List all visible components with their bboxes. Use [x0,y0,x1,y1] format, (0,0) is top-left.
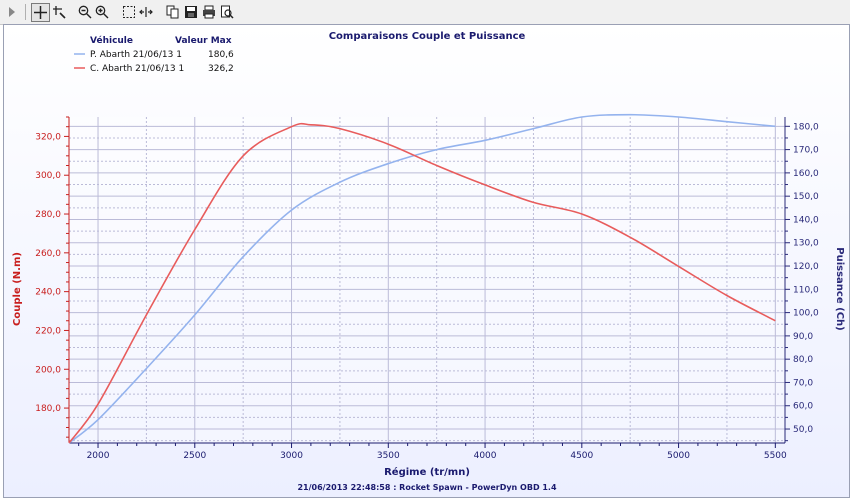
x-axis-label: Régime (tr/mn) [384,466,470,478]
y-right-tick-label: 150,0 [793,192,819,202]
y-right-tick-label: 80,0 [793,355,813,365]
print-preview-icon[interactable] [218,3,235,20]
y-right-tick-label: 140,0 [793,215,819,225]
y-left-tick-label: 320,0 [35,132,61,142]
pan-icon[interactable] [50,3,67,20]
y-left-tick-label: 240,0 [35,288,61,298]
y-left-tick-label: 280,0 [35,210,61,220]
play-arrow-icon[interactable] [3,3,20,20]
y-right-tick-label: 120,0 [793,262,819,272]
chart-title: Comparaisons Couple et Puissance [329,31,526,42]
y-left-tick-label: 260,0 [35,249,61,259]
select-box-icon[interactable] [120,3,137,20]
zoom-in-icon[interactable] [93,3,110,20]
plot-area [69,117,785,443]
x-tick-label: 2000 [87,451,110,461]
y-right-tick-label: 90,0 [793,332,813,342]
x-tick-label: 5000 [667,451,690,461]
crosshair-icon[interactable] [31,3,50,22]
x-tick-label: 5500 [764,451,787,461]
chart-panel: Comparaisons Couple et Puissance Véhicul… [3,24,850,498]
axes: 2000 2500 3000 3500 4000 4500 5000 5500 180,0 200… [35,116,819,461]
y-right-tick-label: 130,0 [793,239,819,249]
legend: Véhicule Valeur Max P. Abarth 21/06/13 1… [74,35,234,74]
y-right-tick-label: 60,0 [793,402,813,412]
y-axis-right-label: Puissance (Ch) [834,247,845,330]
x-tick-label: 4500 [570,451,593,461]
series [68,113,776,444]
y-right-tick-label: 180,0 [793,122,819,132]
x-tick-label: 3000 [280,451,303,461]
legend-max-torque: 326,2 [208,64,234,74]
y-right-tick-label: 160,0 [793,169,819,179]
legend-label-power: P. Abarth 21/06/13 1 [90,50,182,60]
y-right-tick-label: 110,0 [793,285,819,295]
y-axis-left-label: Couple (N.m) [12,252,23,326]
chart-footer: 21/06/2013 22:48:58 : Rocket Spawn - Pow… [297,483,557,492]
grid [69,117,785,443]
chart-background [4,25,849,497]
toolbar-separator [25,4,26,20]
y-left-tick-label: 300,0 [35,171,61,181]
x-tick-label: 2500 [183,451,206,461]
y-right-tick-label: 100,0 [793,309,819,319]
fit-width-icon[interactable] [137,3,154,20]
power-series-line [68,113,776,444]
x-tick-label: 3500 [377,451,400,461]
save-icon[interactable] [182,3,199,20]
toolbar [0,0,850,25]
y-right-tick-label: 70,0 [793,378,813,388]
y-left-tick-label: 220,0 [35,326,61,336]
y-left-tick-label: 180,0 [35,404,61,414]
zoom-out-icon[interactable] [76,3,93,20]
torque-series-line [68,122,776,444]
y-left-tick-label: 200,0 [35,365,61,375]
legend-header-vehicle: Véhicule [90,35,133,46]
chart-canvas: Comparaisons Couple et Puissance Véhicul… [4,25,849,497]
print-icon[interactable] [200,3,217,20]
y-right-tick-label: 50,0 [793,425,813,435]
legend-max-power: 180,6 [208,50,234,60]
legend-label-torque: C. Abarth 21/06/13 1 [90,64,184,74]
legend-header-max: Valeur Max [175,36,232,46]
copy-icon[interactable] [164,3,181,20]
x-tick-label: 4000 [474,451,497,461]
y-right-tick-label: 170,0 [793,146,819,156]
